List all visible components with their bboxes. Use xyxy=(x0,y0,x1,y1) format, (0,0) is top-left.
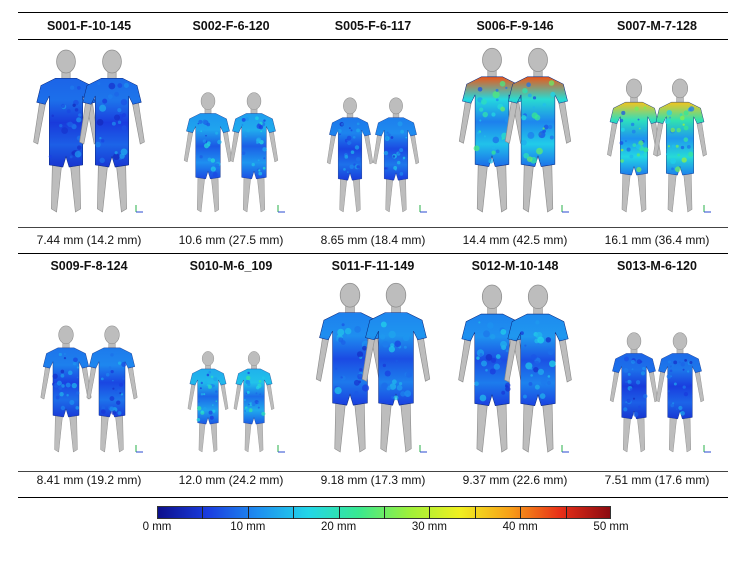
subject-panel: S012-M-10-148 9.37 mm (22.6 mm) xyxy=(444,253,586,493)
axis-glyph xyxy=(703,205,711,213)
deviation-map xyxy=(458,284,572,453)
avatar-figure xyxy=(33,49,99,213)
colorbar-label: 50 mm xyxy=(593,521,629,533)
avatar-figure xyxy=(361,282,431,453)
subject-title: S006-F-9-146 xyxy=(476,19,554,33)
subject-panel: S013-M-6-120 7.51 mm (17.6 mm) xyxy=(586,253,728,493)
deviation-map xyxy=(183,92,285,213)
subject-panel: S009-F-8-124 8.41 mm (19.2 mm) xyxy=(18,253,160,493)
avatar-figure xyxy=(86,325,138,453)
colorbar-tick xyxy=(565,506,567,519)
avatar-figure xyxy=(653,78,707,213)
axis-glyph xyxy=(419,445,427,453)
colorbar-label: 30 mm xyxy=(411,521,447,533)
avatar-figure xyxy=(504,47,572,213)
avatar-figure xyxy=(607,78,661,213)
colorbar-tick xyxy=(520,506,522,519)
avatar-figure xyxy=(233,351,275,453)
deviation-map xyxy=(458,47,572,213)
avatar-figure xyxy=(326,97,374,213)
deviation-caption: 7.51 mm (17.6 mm) xyxy=(604,473,710,487)
deviation-caption: 10.6 mm (27.5 mm) xyxy=(178,233,284,247)
axis-glyph xyxy=(561,205,569,213)
deviation-caption: 9.18 mm (17.3 mm) xyxy=(320,473,426,487)
colorbar-tick xyxy=(293,506,295,519)
avatar-figure xyxy=(79,49,145,213)
colorbar-tick xyxy=(338,506,340,519)
avatar-figure xyxy=(655,332,705,453)
deviation-map xyxy=(40,325,143,453)
avatar-figure xyxy=(609,332,659,453)
avatar-figure xyxy=(40,325,92,453)
axis-glyph xyxy=(135,205,143,213)
deviation-caption: 16.1 mm (36.4 mm) xyxy=(604,233,710,247)
subject-title: S001-F-10-145 xyxy=(46,19,132,33)
row-separator xyxy=(18,253,728,254)
subject-title: S012-M-10-148 xyxy=(471,259,559,273)
colorbar-tick xyxy=(202,506,204,519)
subject-panel: S010-M-6_109 12.0 mm (24.2 mm) xyxy=(160,253,302,493)
avatar-figure xyxy=(504,284,572,453)
row1-title-rule xyxy=(18,39,728,40)
colorbar-tick xyxy=(384,506,385,519)
deviation-caption: 14.4 mm (42.5 mm) xyxy=(462,233,568,247)
subject-title: S002-F-6-120 xyxy=(192,19,270,33)
avatar-figure xyxy=(372,97,420,213)
subject-title: S009-F-8-124 xyxy=(50,259,128,273)
subject-title: S007-M-7-128 xyxy=(617,19,697,33)
deviation-caption: 9.37 mm (22.6 mm) xyxy=(462,473,568,487)
row1-caption-rule xyxy=(18,227,728,228)
subject-panel: S011-F-11-149 9.18 mm (17.3 mm) xyxy=(302,253,444,493)
colorbar: 0 mm 10 mm 20 mm 30 mm 40 mm 50 mm xyxy=(143,506,629,546)
deviation-map xyxy=(326,97,427,213)
colorbar-label: 20 mm xyxy=(321,521,357,533)
row2-caption-rule xyxy=(18,471,728,472)
deviation-map xyxy=(187,351,285,453)
subject-title: S011-F-11-149 xyxy=(331,259,415,273)
deviation-map xyxy=(609,332,711,453)
deviation-caption: 8.65 mm (18.4 mm) xyxy=(320,233,426,247)
axis-glyph xyxy=(135,445,143,453)
subject-title: S010-M-6_109 xyxy=(189,259,273,273)
axis-glyph xyxy=(277,445,285,453)
colorbar-tick xyxy=(247,506,249,519)
subject-panel: S005-F-6-117 8.65 mm (18.4 mm) xyxy=(302,13,444,253)
avatar-figure xyxy=(458,284,526,453)
subject-panel: S007-M-7-128 16.1 mm (36.4 mm) xyxy=(586,13,728,253)
subject-panel: S006-F-9-146 14.4 mm (42.5 mm) xyxy=(444,13,586,253)
deviation-map xyxy=(607,78,711,213)
avatar-figure xyxy=(183,92,233,213)
deviation-map xyxy=(33,49,145,213)
axis-glyph xyxy=(561,445,569,453)
subject-title: S005-F-6-117 xyxy=(334,19,412,33)
colorbar-tick xyxy=(474,506,476,519)
deviation-map xyxy=(315,282,431,453)
axis-glyph xyxy=(277,205,285,213)
colorbar-label: 0 mm xyxy=(142,521,172,533)
axis-glyph xyxy=(703,445,711,453)
colorbar-tick xyxy=(429,506,431,519)
figure-grid: S001-F-10-145 7.44 mm (14.2 mm) S002-F-6-1… xyxy=(18,12,728,498)
deviation-caption: 12.0 mm (24.2 mm) xyxy=(178,473,284,487)
deviation-caption: 8.41 mm (19.2 mm) xyxy=(36,473,142,487)
axis-glyph xyxy=(419,205,427,213)
avatar-figure xyxy=(458,47,526,213)
avatar-figure xyxy=(187,351,229,453)
colorbar-label: 40 mm xyxy=(502,521,538,533)
avatar-figure xyxy=(229,92,279,213)
avatar-figure xyxy=(315,282,385,453)
subject-panel: S002-F-6-120 10.6 mm (27.5 mm) xyxy=(160,13,302,253)
subject-panel: S001-F-10-145 7.44 mm (14.2 mm) xyxy=(18,13,160,253)
subject-title: S013-M-6-120 xyxy=(617,259,697,273)
deviation-caption: 7.44 mm (14.2 mm) xyxy=(36,233,142,247)
colorbar-label: 10 mm xyxy=(230,521,266,533)
